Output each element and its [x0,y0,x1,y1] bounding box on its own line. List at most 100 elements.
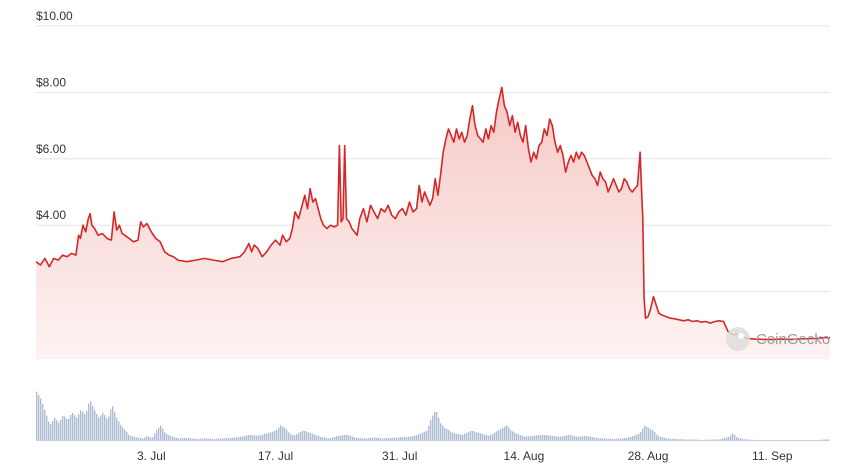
volume-bar [668,438,670,441]
volume-bar [790,440,792,441]
volume-bar [710,439,712,441]
volume-bar [384,438,386,441]
volume-bar [146,436,148,441]
volume-bar [596,437,598,441]
volume-bar [206,438,208,441]
volume-bar [514,432,516,441]
volume-bar [278,427,280,441]
volume-bar [764,440,766,441]
volume-bar [484,434,486,441]
volume-bar [462,434,464,441]
volume-bar [348,435,350,441]
volume-bar [616,438,618,441]
volume-bar [276,430,278,441]
volume-bar [144,437,146,441]
volume-bar [482,433,484,441]
coingecko-logo-icon [726,327,750,351]
coingecko-logo-eye-icon [738,333,744,339]
volume-bar [210,438,212,441]
volume-bar [270,432,272,441]
volume-bar [94,410,96,441]
volume-bar [748,439,750,441]
volume-bar [120,424,122,441]
volume-bar [688,439,690,441]
volume-bar [84,414,86,441]
volume-bar [568,434,570,441]
volume-bar [88,403,90,441]
volume-bar [192,438,194,441]
volume-bar [622,438,624,441]
volume-bar [642,428,644,441]
volume-bar [162,428,164,441]
volume-bar [624,438,626,441]
volume-bar [646,426,648,441]
volume-bar [472,431,474,441]
volume-bar [754,439,756,441]
volume-bar [584,436,586,441]
volume-bar [500,429,502,441]
volume-bar [352,436,354,441]
volume-bar [58,422,60,441]
volume-bar [536,435,538,441]
volume-bar [306,431,308,441]
x-tick-label: 17. Jul [258,449,293,463]
volume-bar [296,434,298,441]
volume-bar [414,435,416,441]
volume-bar [716,439,718,441]
volume-bar [638,433,640,441]
volume-bar [312,433,314,441]
volume-bar [454,433,456,441]
x-tick-label: 14. Aug [504,449,545,463]
volume-bar [112,406,114,441]
volume-bar [640,431,642,441]
volume-bar [592,437,594,441]
volume-bar [448,430,450,441]
volume-bar [118,421,120,441]
volume-bar [726,437,728,441]
volume-bar [520,435,522,441]
volume-bar [728,436,730,441]
volume-bar [546,435,548,441]
volume-bar [440,423,442,441]
volume-bar [402,437,404,441]
volume-bar [274,431,276,441]
volume-bar [376,437,378,441]
volume-bar [244,435,246,441]
volume-bar [190,438,192,441]
volume-bar [794,440,796,441]
y-tick-label: $10.00 [36,9,73,23]
volume-bar [544,435,546,441]
volume-bar [334,436,336,441]
volume-bar [560,436,562,441]
volume-bar [538,435,540,441]
volume-bar [70,415,72,441]
volume-bar [338,435,340,441]
volume-bar [336,436,338,441]
volume-bar [430,419,432,441]
volume-bar [540,435,542,441]
volume-bar [824,439,826,441]
volume-bar [114,412,116,441]
volume-bar [508,427,510,441]
volume-bar [412,436,414,441]
volume-bar [420,433,422,441]
volume-bar [320,436,322,441]
volume-bar [198,438,200,441]
volume-bar [550,435,552,441]
volume-bar [736,437,738,441]
volume-bar [310,432,312,441]
volume-bar [554,436,556,441]
volume-bar [290,433,292,441]
volume-bar [184,438,186,441]
volume-bar [580,436,582,441]
volume-bar [490,434,492,441]
volume-bar [672,438,674,441]
volume-bar [80,410,82,441]
volume-bar [588,436,590,441]
volume-bar [674,438,676,441]
volume-bar [136,437,138,441]
volume-bar [250,434,252,441]
volume-bar [148,436,150,441]
volume-bar [340,435,342,441]
